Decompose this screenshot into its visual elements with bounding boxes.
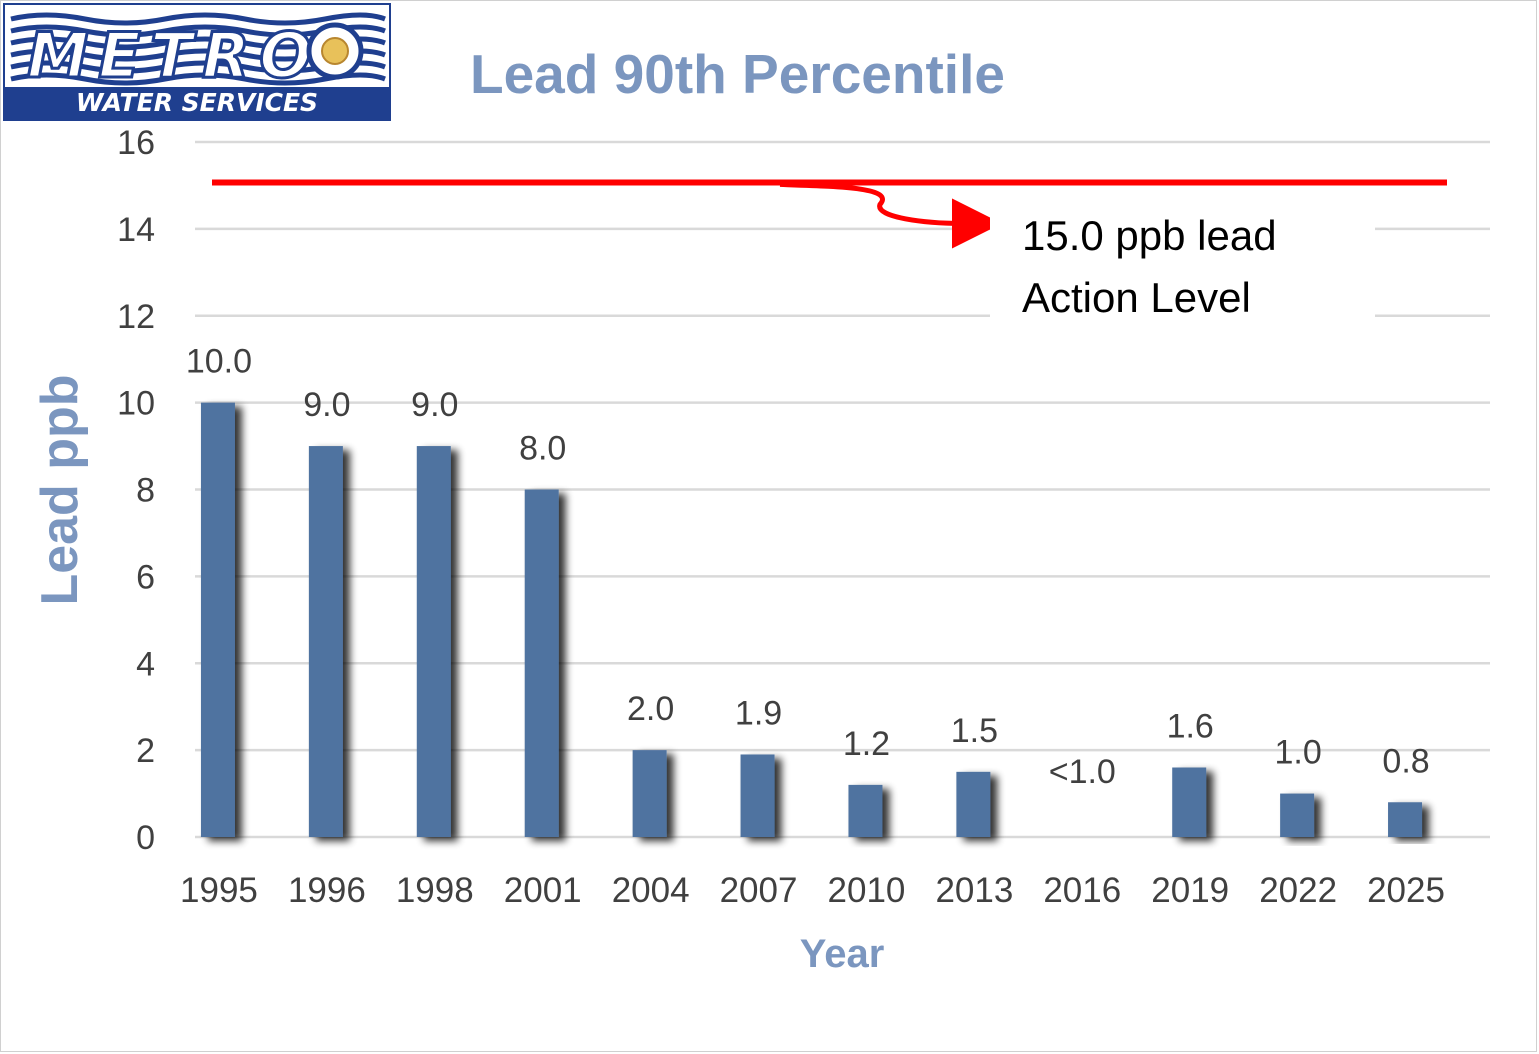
logo-brand-text: METRO <box>27 19 312 92</box>
y-tick-label: 2 <box>136 732 155 770</box>
bar-1995 <box>200 402 235 837</box>
data-label-2019: 1.6 <box>1167 708 1214 746</box>
data-label-2010: 1.2 <box>843 725 890 763</box>
y-axis-title: Lead ppb <box>31 374 89 606</box>
y-tick-label: 0 <box>136 819 155 857</box>
bar-2013 <box>956 771 991 837</box>
bar-2019 <box>1172 767 1207 837</box>
x-tick-label-2001: 2001 <box>504 871 582 910</box>
action-level-arrow <box>779 181 1002 249</box>
y-tick-label: 4 <box>136 645 155 683</box>
y-tick-label: 14 <box>117 211 155 249</box>
x-tick-label-2019: 2019 <box>1151 871 1229 910</box>
data-label-2004: 2.0 <box>627 690 674 728</box>
x-tick-label-1996: 1996 <box>288 871 366 910</box>
data-label-1995: 10.0 <box>186 343 252 381</box>
data-label-2013: 1.5 <box>951 712 998 750</box>
x-tick-label-2025: 2025 <box>1367 871 1445 910</box>
bar-1996 <box>308 446 343 837</box>
metro-water-services-logo: METRO WATER SERVICES <box>3 3 391 121</box>
y-tick-label: 8 <box>136 472 155 510</box>
data-label-2022: 1.0 <box>1274 734 1321 772</box>
bar-2010 <box>848 784 883 837</box>
action-level-annotation: 15.0 ppb lead Action Level <box>990 205 1375 329</box>
bar-2001 <box>524 489 559 837</box>
data-label-2001: 8.0 <box>519 430 566 468</box>
annotation-line-1: 15.0 ppb lead <box>1022 212 1277 259</box>
x-tick-label-2013: 2013 <box>935 871 1013 910</box>
x-tick-label-2007: 2007 <box>720 871 798 910</box>
x-tick-label-2004: 2004 <box>612 871 690 910</box>
x-tick-label-2010: 2010 <box>828 871 906 910</box>
bar-1998 <box>416 446 451 837</box>
y-tick-label: 12 <box>117 298 155 336</box>
x-tick-label-1998: 1998 <box>396 871 474 910</box>
logo-sub-text: WATER SERVICES <box>76 88 318 117</box>
data-label-2007: 1.9 <box>735 694 782 732</box>
y-tick-label: 6 <box>136 558 155 596</box>
data-label-1998: 9.0 <box>411 386 458 424</box>
x-tick-label-2022: 2022 <box>1259 871 1337 910</box>
x-tick-label-1995: 1995 <box>180 871 258 910</box>
data-label-2025: 0.8 <box>1382 742 1429 780</box>
x-axis-title: Year <box>799 932 885 976</box>
x-tick-label-2016: 2016 <box>1043 871 1121 910</box>
bar-2022 <box>1280 793 1315 837</box>
annotation-line-2: Action Level <box>1022 274 1251 321</box>
bar-2007 <box>740 754 775 837</box>
y-tick-label: 10 <box>117 385 155 423</box>
y-tick-label: 16 <box>117 124 155 162</box>
data-label-2016: <1.0 <box>1049 753 1116 791</box>
bar-2025 <box>1388 802 1423 837</box>
bar-2004 <box>632 750 667 837</box>
data-label-1996: 9.0 <box>303 386 350 424</box>
chart-title: Lead 90th Percentile <box>470 43 1005 105</box>
